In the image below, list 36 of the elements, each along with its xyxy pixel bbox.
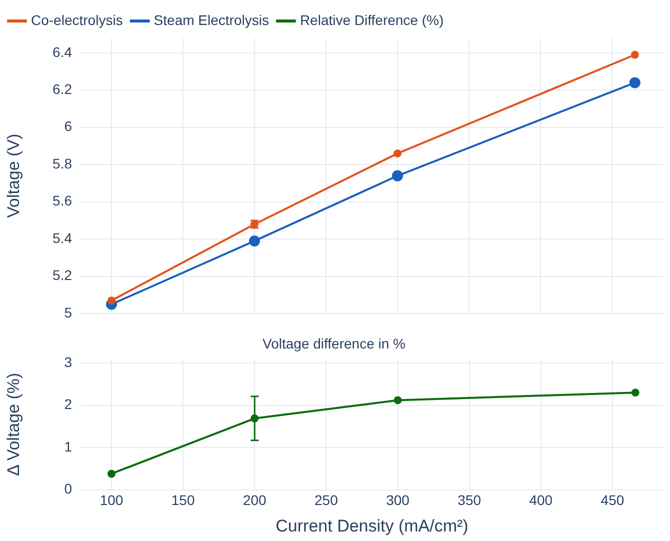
legend-label: Co-electrolysis bbox=[31, 12, 123, 28]
y-tick-label: 2 bbox=[64, 396, 72, 412]
y-tick-label: 0 bbox=[64, 480, 72, 497]
x-tick-label: 200 bbox=[242, 492, 267, 508]
point bbox=[631, 388, 640, 397]
y-tick-label: 1 bbox=[64, 438, 72, 454]
point bbox=[107, 296, 116, 305]
text: Relative Difference (%) bbox=[300, 12, 444, 28]
y-tick-label: 6 bbox=[64, 118, 72, 134]
x-tick-label: 300 bbox=[386, 492, 410, 508]
y-tick-label: 5.4 bbox=[52, 230, 72, 246]
point bbox=[394, 396, 402, 404]
y-axis-title: Δ Voltage (%) bbox=[4, 372, 23, 476]
y-tick-label: 5.8 bbox=[52, 155, 72, 172]
y-tick-label: 6.4 bbox=[52, 44, 72, 60]
point bbox=[629, 77, 640, 88]
x-axis-title: Current Density (mA/cm²) bbox=[276, 516, 468, 536]
y-tick-label: 3 bbox=[64, 354, 72, 370]
x-tick-label: 450 bbox=[600, 492, 624, 508]
x-tick-label: 150 bbox=[171, 492, 195, 508]
point bbox=[392, 170, 403, 182]
legend-label: Steam Electrolysis bbox=[154, 12, 269, 28]
point bbox=[630, 50, 639, 59]
x-tick-label: 250 bbox=[314, 492, 338, 508]
chart-title: Voltage difference in % bbox=[262, 335, 406, 352]
point bbox=[248, 235, 260, 246]
x-tick-label: 350 bbox=[458, 492, 482, 508]
y-tick-label: 5.6 bbox=[52, 192, 72, 209]
y-tick-label: 5.2 bbox=[52, 267, 72, 284]
y-tick-label: 6.2 bbox=[52, 81, 72, 97]
y-axis-title: Voltage (V) bbox=[4, 134, 23, 218]
point bbox=[107, 470, 116, 478]
x-tick-label: 400 bbox=[529, 492, 553, 508]
y-tick-label: 5 bbox=[64, 304, 72, 320]
point bbox=[393, 149, 402, 158]
x-tick-label: 100 bbox=[100, 492, 124, 508]
